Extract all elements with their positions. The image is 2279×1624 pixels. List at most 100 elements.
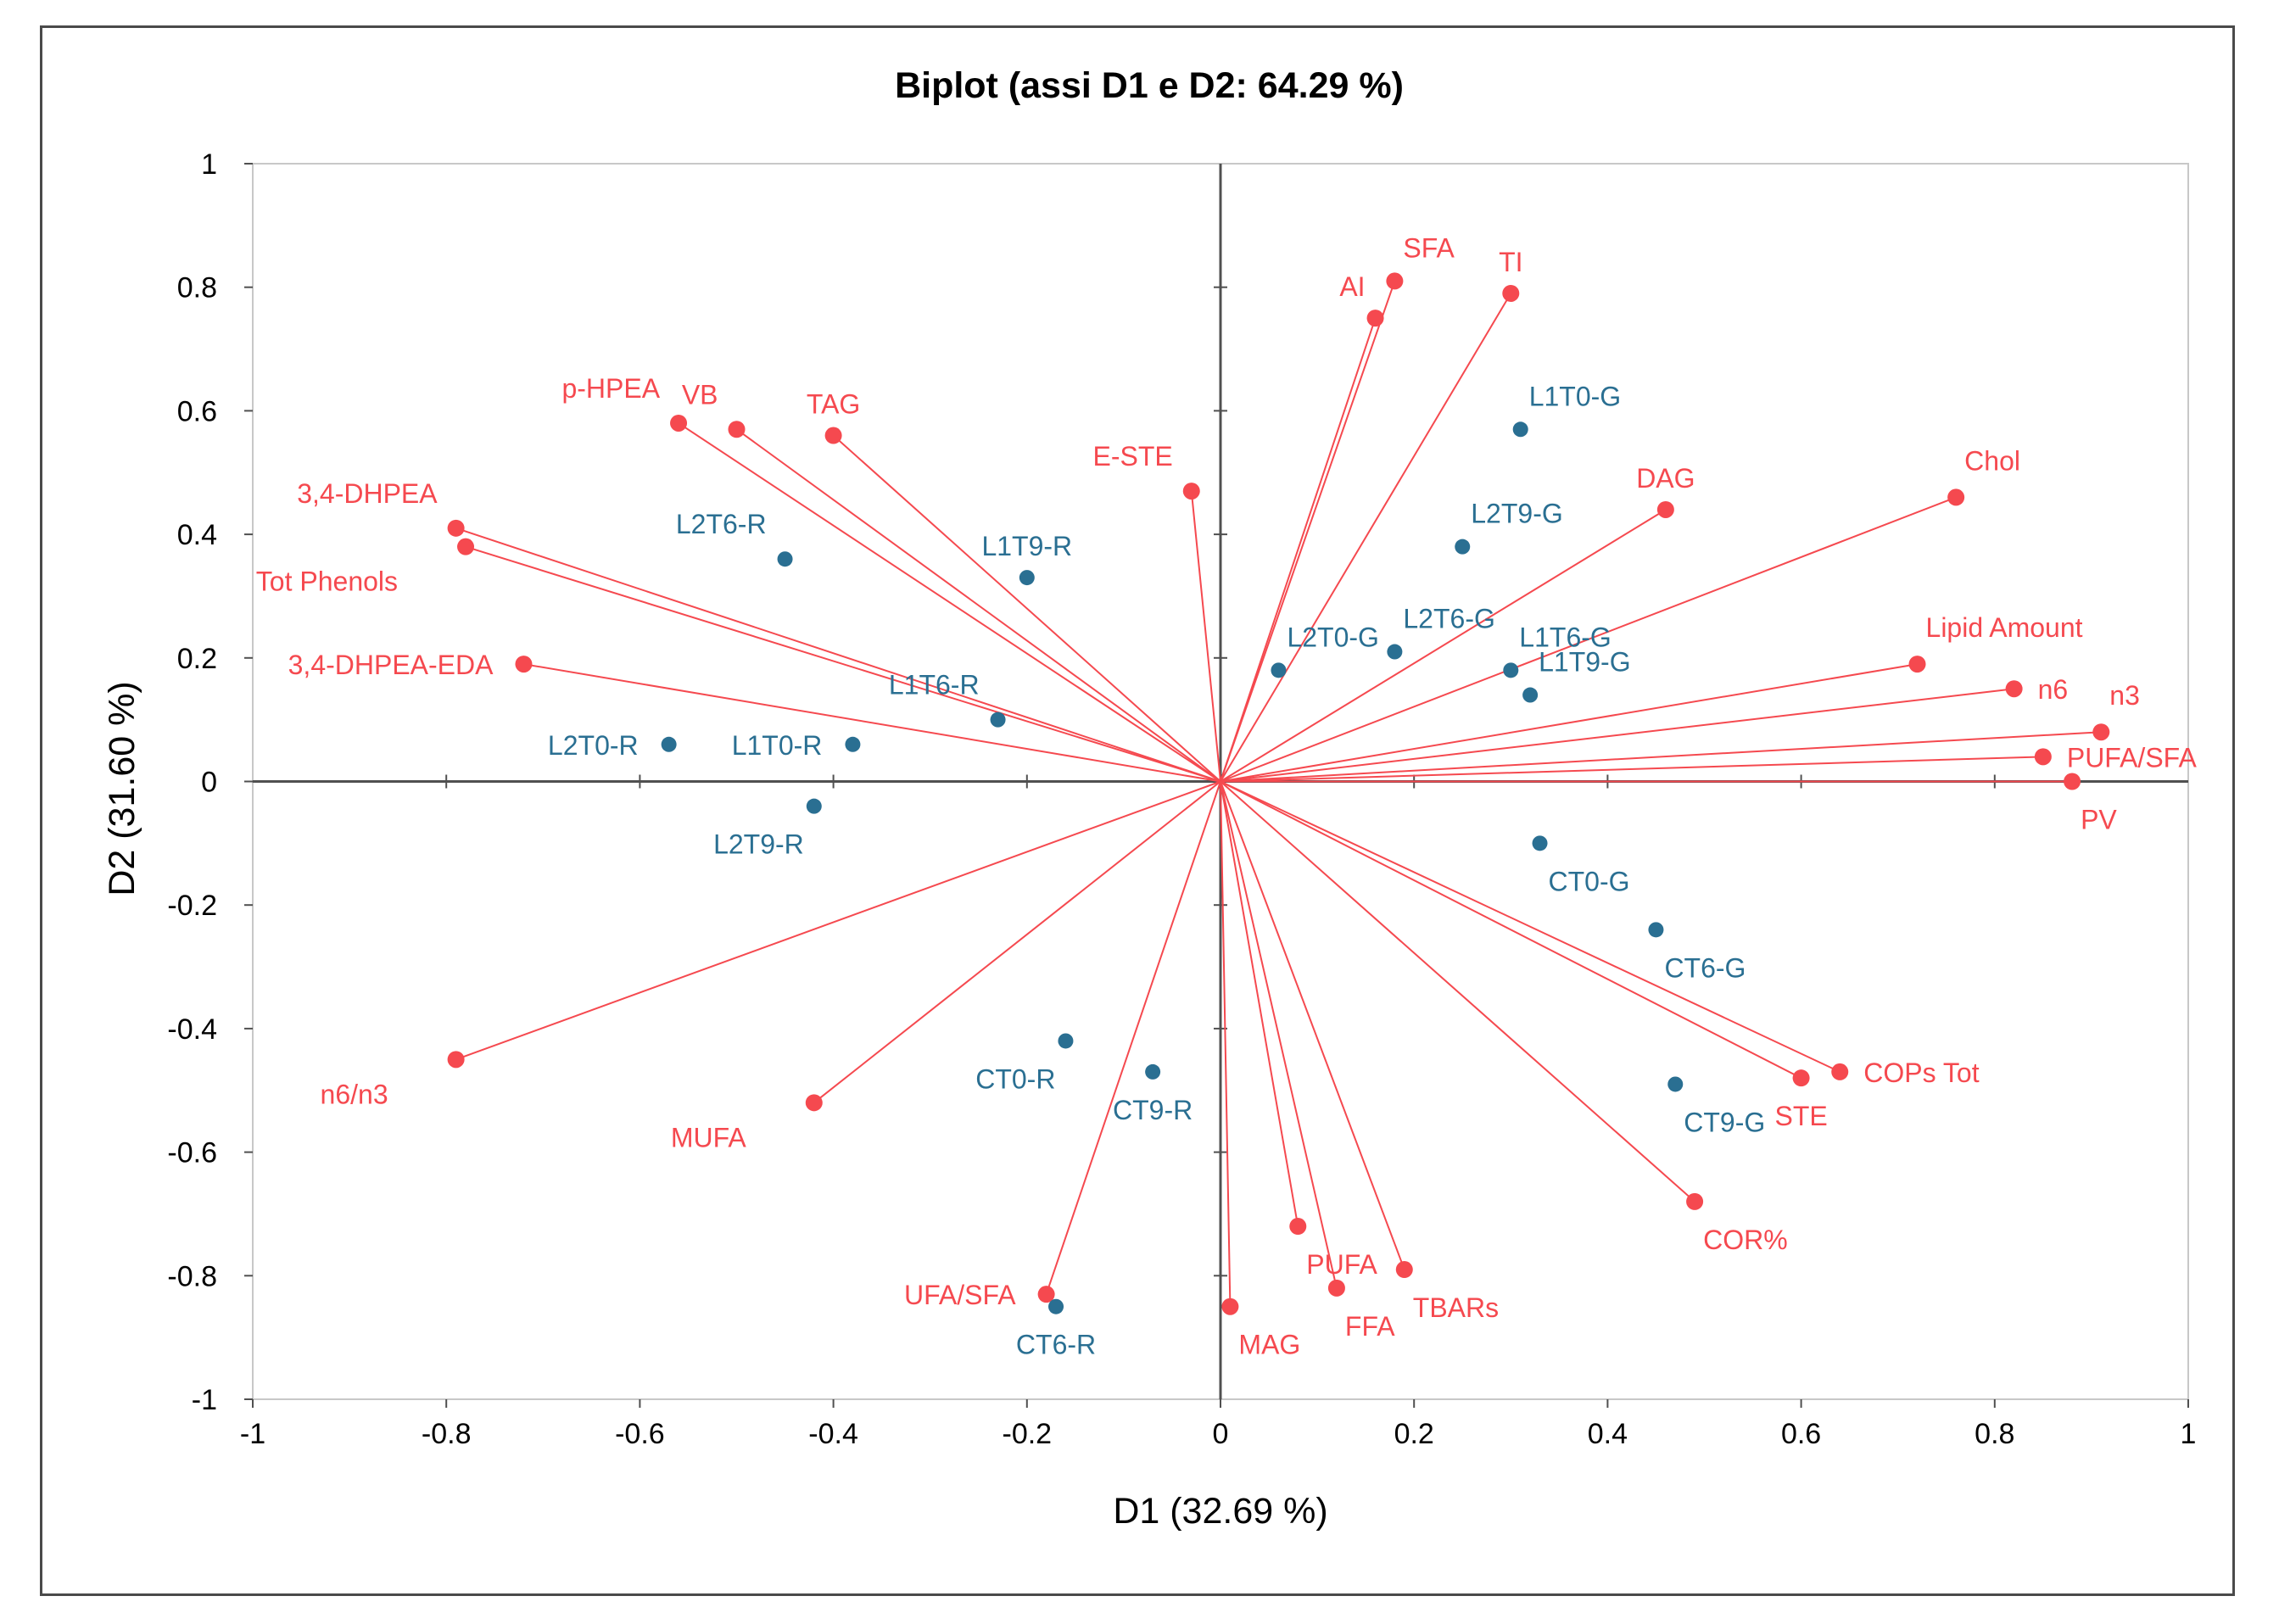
x-tick-label: 0.4 (1588, 1418, 1628, 1450)
observation-label: L1T0-R (732, 730, 823, 761)
observation-point (1455, 539, 1471, 555)
variable-label: FFA (1345, 1311, 1395, 1342)
variable-vector (1220, 781, 1232, 1307)
x-tick-label: 0.6 (1781, 1418, 1821, 1450)
variable-label: MAG (1238, 1330, 1300, 1360)
observation-label: L2T9-G (1471, 499, 1562, 529)
variable-label: UFA/SFA (904, 1280, 1016, 1310)
y-axis-title: D2 (31.60 %) (102, 681, 142, 896)
variable-point (1327, 1279, 1345, 1297)
chart-frame (40, 25, 2235, 1596)
observation-point (1058, 1033, 1074, 1049)
observation-point (1271, 662, 1287, 678)
variable-label: PV (2081, 805, 2117, 835)
variable-label: PUFA/SFA (2067, 742, 2198, 773)
variable-point (2005, 680, 2023, 698)
variable-vector (1220, 496, 1957, 783)
observation-point (806, 798, 822, 814)
variable-vector (465, 545, 1221, 783)
variable-vector (1220, 781, 1405, 1270)
variable-vector (813, 780, 1221, 1104)
variable-point (670, 414, 688, 432)
variable-vector (735, 428, 1221, 783)
variable-point (1908, 656, 1926, 673)
y-tick-label: 1 (201, 148, 217, 181)
variable-label: VB (682, 379, 718, 410)
variable-label: Tot Phenols (256, 566, 398, 597)
variable-label: Chol (1964, 445, 2020, 476)
variable-point (447, 519, 465, 537)
variable-label: AI (1339, 271, 1365, 302)
variable-label: 3,4-DHPEA (297, 478, 438, 509)
variable-label: COPs Tot (1863, 1058, 1979, 1088)
observation-label: L1T6-G (1519, 622, 1611, 652)
variable-point (1502, 284, 1520, 302)
observation-label: L1T0-G (1529, 381, 1621, 411)
x-tick-label: 0.2 (1394, 1418, 1434, 1450)
variable-label: SFA (1403, 232, 1455, 263)
variable-point (1686, 1192, 1704, 1210)
variable-point (1182, 483, 1200, 500)
variable-vector (1045, 781, 1221, 1295)
observation-point (1387, 644, 1403, 660)
variable-point (457, 538, 475, 555)
y-tick-label: -0.4 (167, 1013, 217, 1046)
observation-label: L2T6-R (676, 509, 767, 539)
vectors-layer (447, 272, 2110, 1315)
variable-vector (1220, 293, 1512, 783)
variable-vector (1220, 781, 1299, 1227)
observation-label: CT9-G (1684, 1107, 1765, 1137)
variable-point (515, 656, 533, 673)
x-tick-label: 0.8 (1975, 1418, 2014, 1450)
y-tick-label: -0.6 (167, 1137, 217, 1169)
variable-point (1947, 488, 1965, 506)
variable-point (2092, 723, 2110, 741)
observation-point (661, 736, 677, 752)
variable-point (805, 1094, 823, 1112)
points-layer (661, 421, 1684, 1314)
variable-vector (1220, 780, 1695, 1203)
variable-vector (1220, 780, 1841, 1073)
variable-label: DAG (1636, 463, 1695, 494)
variable-vector (1220, 281, 1396, 782)
variable-vector (1220, 317, 1377, 782)
variable-point (1289, 1218, 1307, 1236)
observation-label: L2T9-R (713, 829, 804, 860)
y-tick-label: 0.8 (177, 272, 217, 304)
variable-vector (1190, 491, 1221, 782)
variable-point (1831, 1063, 1849, 1080)
variable-vector (1220, 509, 1667, 783)
x-tick-label: -0.6 (615, 1418, 665, 1450)
variable-vector (1220, 780, 1802, 1080)
x-axis-title: D1 (32.69 %) (1113, 1491, 1327, 1532)
variable-vector (1220, 731, 2102, 783)
observation-label: L1T9-G (1539, 647, 1630, 678)
x-tick-label: 0 (1213, 1418, 1229, 1450)
variable-label: n6/n3 (321, 1079, 388, 1109)
variable-label: TBARs (1413, 1292, 1499, 1323)
observation-label: L1T6-R (889, 670, 980, 700)
observation-label: L2T0-G (1287, 622, 1378, 652)
observation-label: CT6-R (1016, 1330, 1096, 1360)
observation-point (1512, 421, 1528, 438)
observation-point (1048, 1298, 1064, 1314)
variable-vector (1220, 756, 2043, 783)
y-tick-label: 0.4 (177, 519, 217, 551)
variable-label: STE (1774, 1101, 1827, 1131)
observation-label: CT9-R (1113, 1095, 1193, 1125)
variable-label: PUFA (1306, 1249, 1377, 1280)
y-tick-label: 0.2 (177, 643, 217, 675)
observation-point (1532, 835, 1548, 851)
x-tick-label: -1 (240, 1418, 265, 1450)
variable-label: E-STE (1093, 441, 1173, 472)
observation-label: CT6-G (1664, 952, 1746, 983)
x-tick-label: -0.2 (1003, 1418, 1053, 1450)
variable-point (1366, 310, 1384, 327)
observation-point (777, 551, 793, 567)
observation-label: L2T6-G (1403, 604, 1494, 634)
variable-point (824, 427, 842, 444)
variable-vector (1220, 663, 1918, 783)
observation-point (1667, 1076, 1684, 1092)
variable-label: 3,4-DHPEA-EDA (288, 650, 494, 680)
